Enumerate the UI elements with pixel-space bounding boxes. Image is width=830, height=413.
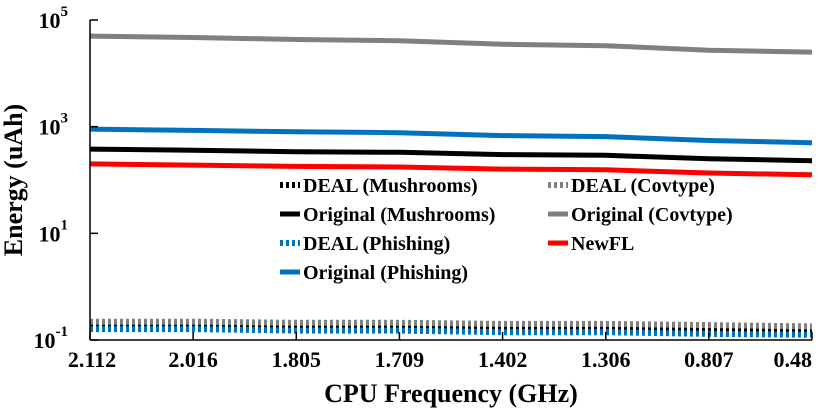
y-axis-title: Energy (uAh) — [0, 104, 28, 256]
x-tick-label: 1.306 — [581, 347, 631, 372]
y-tick-label: 103 — [39, 111, 69, 140]
y-tick-label: 105 — [39, 4, 69, 33]
series-line-3 — [89, 33, 813, 55]
series-line-6 — [89, 126, 813, 146]
x-tick-label: 0.807 — [684, 347, 734, 372]
legend-label: DEAL (Phishing) — [303, 233, 450, 255]
y-tick-label: 101 — [39, 217, 69, 246]
x-axis-title: CPU Frequency (GHz) — [324, 379, 578, 408]
series-line-5 — [89, 161, 813, 178]
series-line-4 — [90, 326, 813, 338]
legend-label: Original (Covtype) — [571, 204, 733, 226]
x-tick-label: 1.402 — [478, 347, 528, 372]
legend-label: DEAL (Mushrooms) — [303, 175, 478, 197]
series-line-2 — [89, 146, 813, 164]
x-tick-labels: 2.112 2.016 1.805 1.709 1.402 1.306 0.807 0.48 — [68, 347, 812, 372]
series-layer — [89, 33, 813, 338]
y-tick-labels: 10-1 101 103 105 — [34, 4, 69, 353]
legend-label: DEAL (Covtype) — [571, 175, 715, 197]
x-tick-label: 0.48 — [774, 347, 813, 372]
axes-layer — [89, 19, 813, 341]
legend: DEAL (Mushrooms) DEAL (Covtype) Original (… — [280, 175, 733, 284]
legend-label: NewFL — [571, 233, 634, 255]
x-tick-label: 1.709 — [375, 347, 425, 372]
y-tick-label: 10-1 — [34, 324, 69, 353]
x-tick-label: 1.805 — [272, 347, 322, 372]
legend-label: Original (Phishing) — [303, 262, 468, 284]
x-tick-label: 2.112 — [68, 347, 116, 372]
x-tick-label: 2.016 — [168, 347, 218, 372]
series-line-1 — [90, 318, 813, 330]
legend-label: Original (Mushrooms) — [303, 204, 495, 226]
